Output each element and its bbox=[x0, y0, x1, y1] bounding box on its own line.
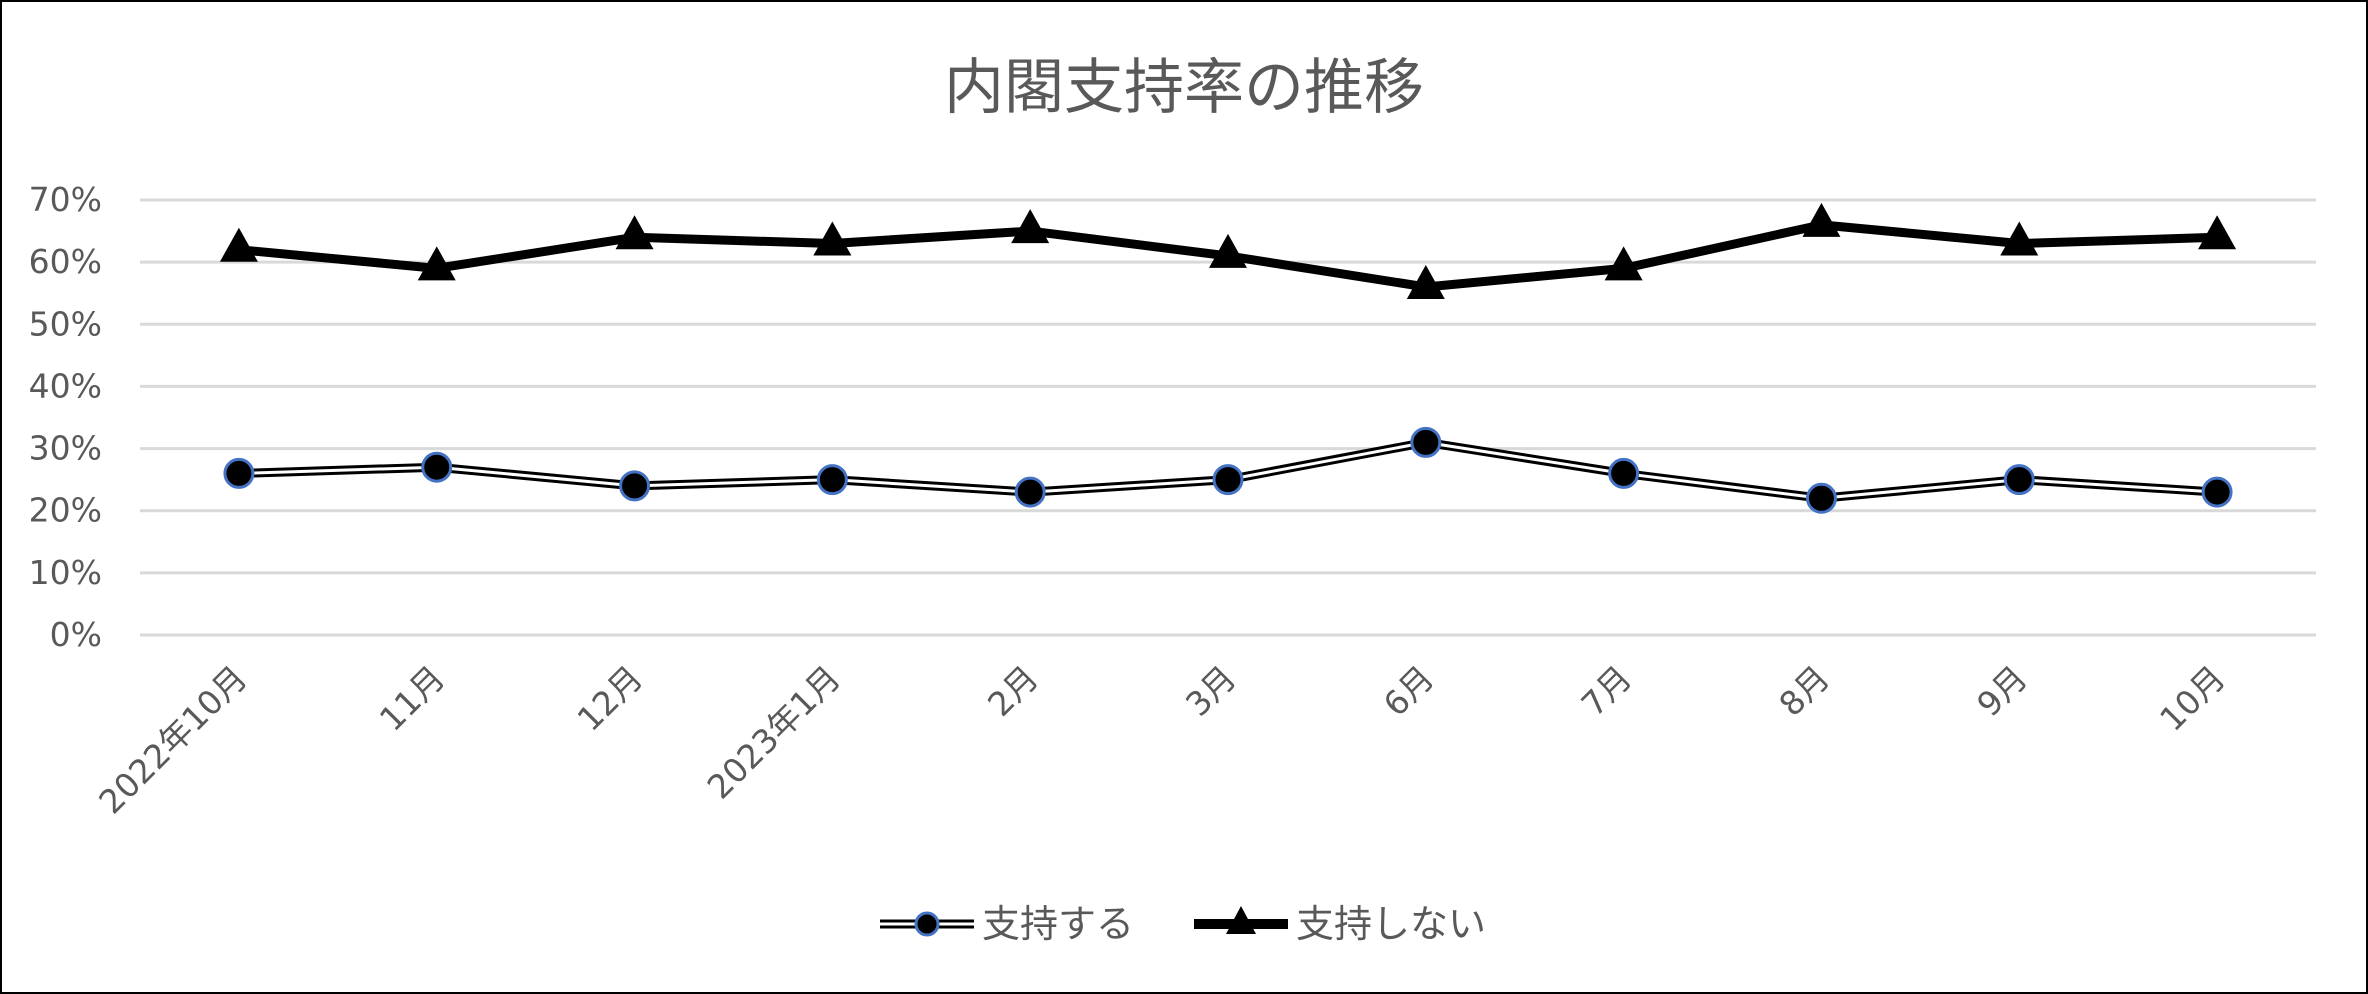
y-tick-label: 50% bbox=[29, 304, 102, 343]
support-point bbox=[1608, 457, 1640, 489]
y-tick-label: 40% bbox=[29, 366, 102, 405]
y-axis-tick-labels: 0% 10% 20% 30% 40% 50% 60% 70% bbox=[29, 180, 102, 654]
x-tick-label: 12月 bbox=[570, 658, 651, 739]
y-tick-label: 10% bbox=[29, 553, 102, 592]
x-tick-label: 6月 bbox=[1376, 658, 1442, 724]
y-tick-label: 30% bbox=[29, 429, 102, 468]
not-support-point bbox=[615, 215, 654, 250]
support-point bbox=[619, 470, 651, 502]
not-support-point bbox=[1406, 265, 1445, 299]
not-support-point bbox=[2198, 215, 2237, 250]
not-support-point bbox=[1209, 233, 1247, 268]
legend-support-marker bbox=[914, 911, 940, 937]
support-point bbox=[2201, 476, 2233, 508]
x-tick-label: 8月 bbox=[1771, 658, 1837, 724]
x-tick-label: 2023年1月 bbox=[700, 658, 848, 806]
support-point bbox=[2003, 464, 2035, 496]
x-tick-label: 7月 bbox=[1574, 658, 1640, 724]
legend-not-support-marker bbox=[1226, 906, 1256, 934]
not-support-point bbox=[417, 246, 456, 281]
support-point bbox=[421, 451, 453, 483]
x-tick-label: 10月 bbox=[2152, 658, 2233, 739]
x-tick-label: 2022年10月 bbox=[91, 658, 254, 821]
y-tick-label: 20% bbox=[29, 491, 102, 530]
legend: 支持する 支持しない bbox=[880, 902, 1486, 946]
legend-item-not-support: 支持しない bbox=[1194, 902, 1486, 946]
not-support-point bbox=[1802, 202, 1841, 237]
gridlines bbox=[140, 198, 2316, 637]
support-point bbox=[1805, 482, 1837, 514]
chart-title: 内閣支持率の推移 bbox=[944, 53, 1424, 123]
support-point bbox=[816, 464, 848, 496]
support-point bbox=[1014, 476, 1046, 508]
series-layer bbox=[219, 202, 2237, 514]
legend-label-support: 支持する bbox=[982, 902, 1134, 946]
support-point bbox=[1410, 426, 1442, 458]
y-tick-label: 60% bbox=[29, 242, 102, 281]
y-tick-label: 70% bbox=[29, 180, 102, 219]
not-support-point bbox=[813, 221, 852, 256]
legend-label-not-support: 支持しない bbox=[1296, 902, 1486, 946]
x-tick-label: 2月 bbox=[980, 658, 1046, 724]
not-support-point bbox=[219, 227, 258, 262]
x-tick-label: 11月 bbox=[372, 658, 453, 739]
x-tick-label: 9月 bbox=[1969, 658, 2035, 724]
x-tick-label: 3月 bbox=[1178, 658, 1244, 724]
not-support-point bbox=[1011, 209, 1050, 244]
x-axis-tick-labels: 2022年10月 11月 12月 2023年1月 2月 3月 6月 7月 8月 9月 10月 bbox=[91, 658, 2233, 821]
y-tick-label: 0% bbox=[50, 615, 102, 654]
not-support-point bbox=[1604, 246, 1643, 281]
support-point bbox=[223, 457, 255, 489]
support-point bbox=[1212, 464, 1244, 496]
legend-item-support: 支持する bbox=[880, 902, 1134, 946]
not-support-point bbox=[2000, 221, 2039, 256]
